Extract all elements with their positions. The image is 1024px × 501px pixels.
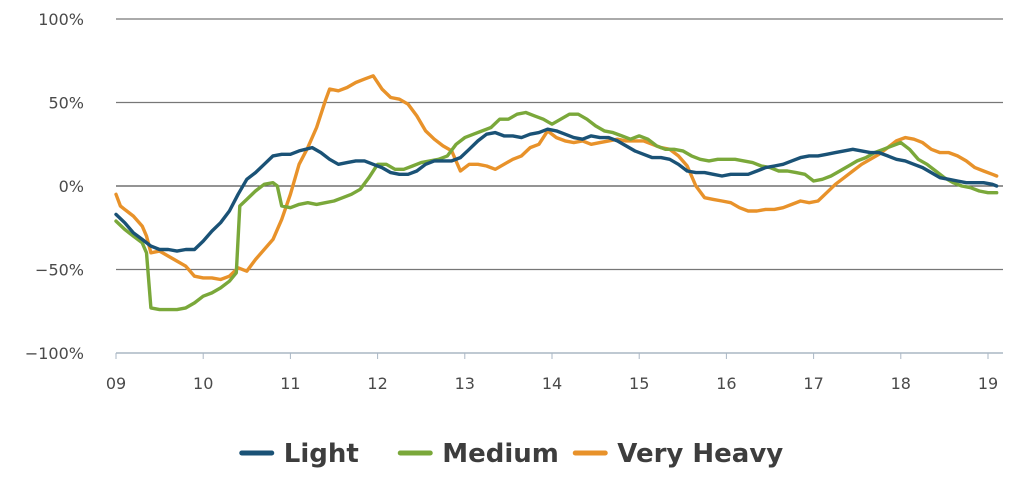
- legend-label: Very Heavy: [617, 439, 783, 469]
- series-line-medium: [114, 110, 999, 312]
- x-tick-label: 12: [367, 374, 387, 393]
- legend: Light Medium Very Heavy: [239, 439, 783, 469]
- x-tick-label: 14: [542, 374, 562, 393]
- legend-item-very-heavy: Very Heavy: [572, 439, 783, 469]
- x-axis-ticks: 09 10 11 12 13 14 15 16 17 18 19: [106, 353, 998, 393]
- y-tick-label: −50%: [35, 261, 84, 280]
- x-tick-label: 09: [106, 374, 126, 393]
- y-tick-label: 50%: [48, 94, 84, 113]
- x-tick-label: 15: [629, 374, 649, 393]
- x-tick-label: 17: [803, 374, 823, 393]
- y-axis-ticks: 100% 50% 0% −50% −100%: [25, 10, 84, 363]
- x-tick-label: 13: [455, 374, 475, 393]
- x-tick-label: 16: [716, 374, 736, 393]
- legend-item-medium: Medium: [397, 439, 559, 469]
- y-tick-label: −100%: [25, 344, 84, 363]
- legend-item-light: Light: [239, 439, 359, 469]
- x-tick-label: 10: [193, 374, 213, 393]
- x-tick-label: 18: [891, 374, 911, 393]
- x-tick-label: 19: [978, 374, 998, 393]
- legend-label: Medium: [442, 439, 559, 469]
- series-line-light: [114, 127, 999, 253]
- y-tick-label: 0%: [59, 177, 84, 196]
- legend-label: Light: [284, 439, 359, 469]
- gridlines: [116, 18, 1003, 354]
- x-tick-label: 11: [280, 374, 300, 393]
- series-lines: [114, 74, 999, 312]
- y-tick-label: 100%: [38, 10, 84, 29]
